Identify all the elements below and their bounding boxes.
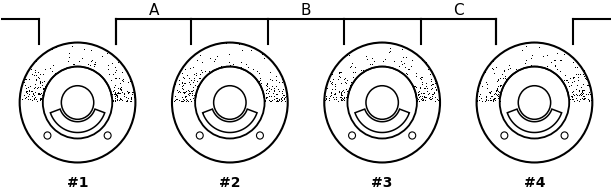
- Ellipse shape: [20, 43, 135, 163]
- Text: #4: #4: [524, 176, 545, 190]
- Ellipse shape: [349, 132, 356, 139]
- Polygon shape: [355, 109, 409, 133]
- Text: A: A: [149, 2, 159, 18]
- Text: #1: #1: [67, 176, 88, 190]
- Polygon shape: [50, 109, 105, 133]
- Text: C: C: [453, 2, 464, 18]
- Ellipse shape: [501, 132, 508, 139]
- Ellipse shape: [44, 132, 51, 139]
- Ellipse shape: [104, 132, 111, 139]
- Ellipse shape: [172, 43, 288, 163]
- Polygon shape: [203, 109, 257, 133]
- Polygon shape: [507, 109, 562, 133]
- Ellipse shape: [409, 132, 416, 139]
- Text: #3: #3: [371, 176, 393, 190]
- Ellipse shape: [196, 132, 203, 139]
- Ellipse shape: [324, 43, 440, 163]
- Ellipse shape: [518, 86, 551, 119]
- Ellipse shape: [561, 132, 568, 139]
- Ellipse shape: [214, 86, 246, 119]
- Ellipse shape: [477, 43, 592, 163]
- Ellipse shape: [256, 132, 263, 139]
- Text: B: B: [300, 2, 312, 18]
- Ellipse shape: [61, 86, 94, 119]
- Ellipse shape: [366, 86, 398, 119]
- Text: #2: #2: [219, 176, 241, 190]
